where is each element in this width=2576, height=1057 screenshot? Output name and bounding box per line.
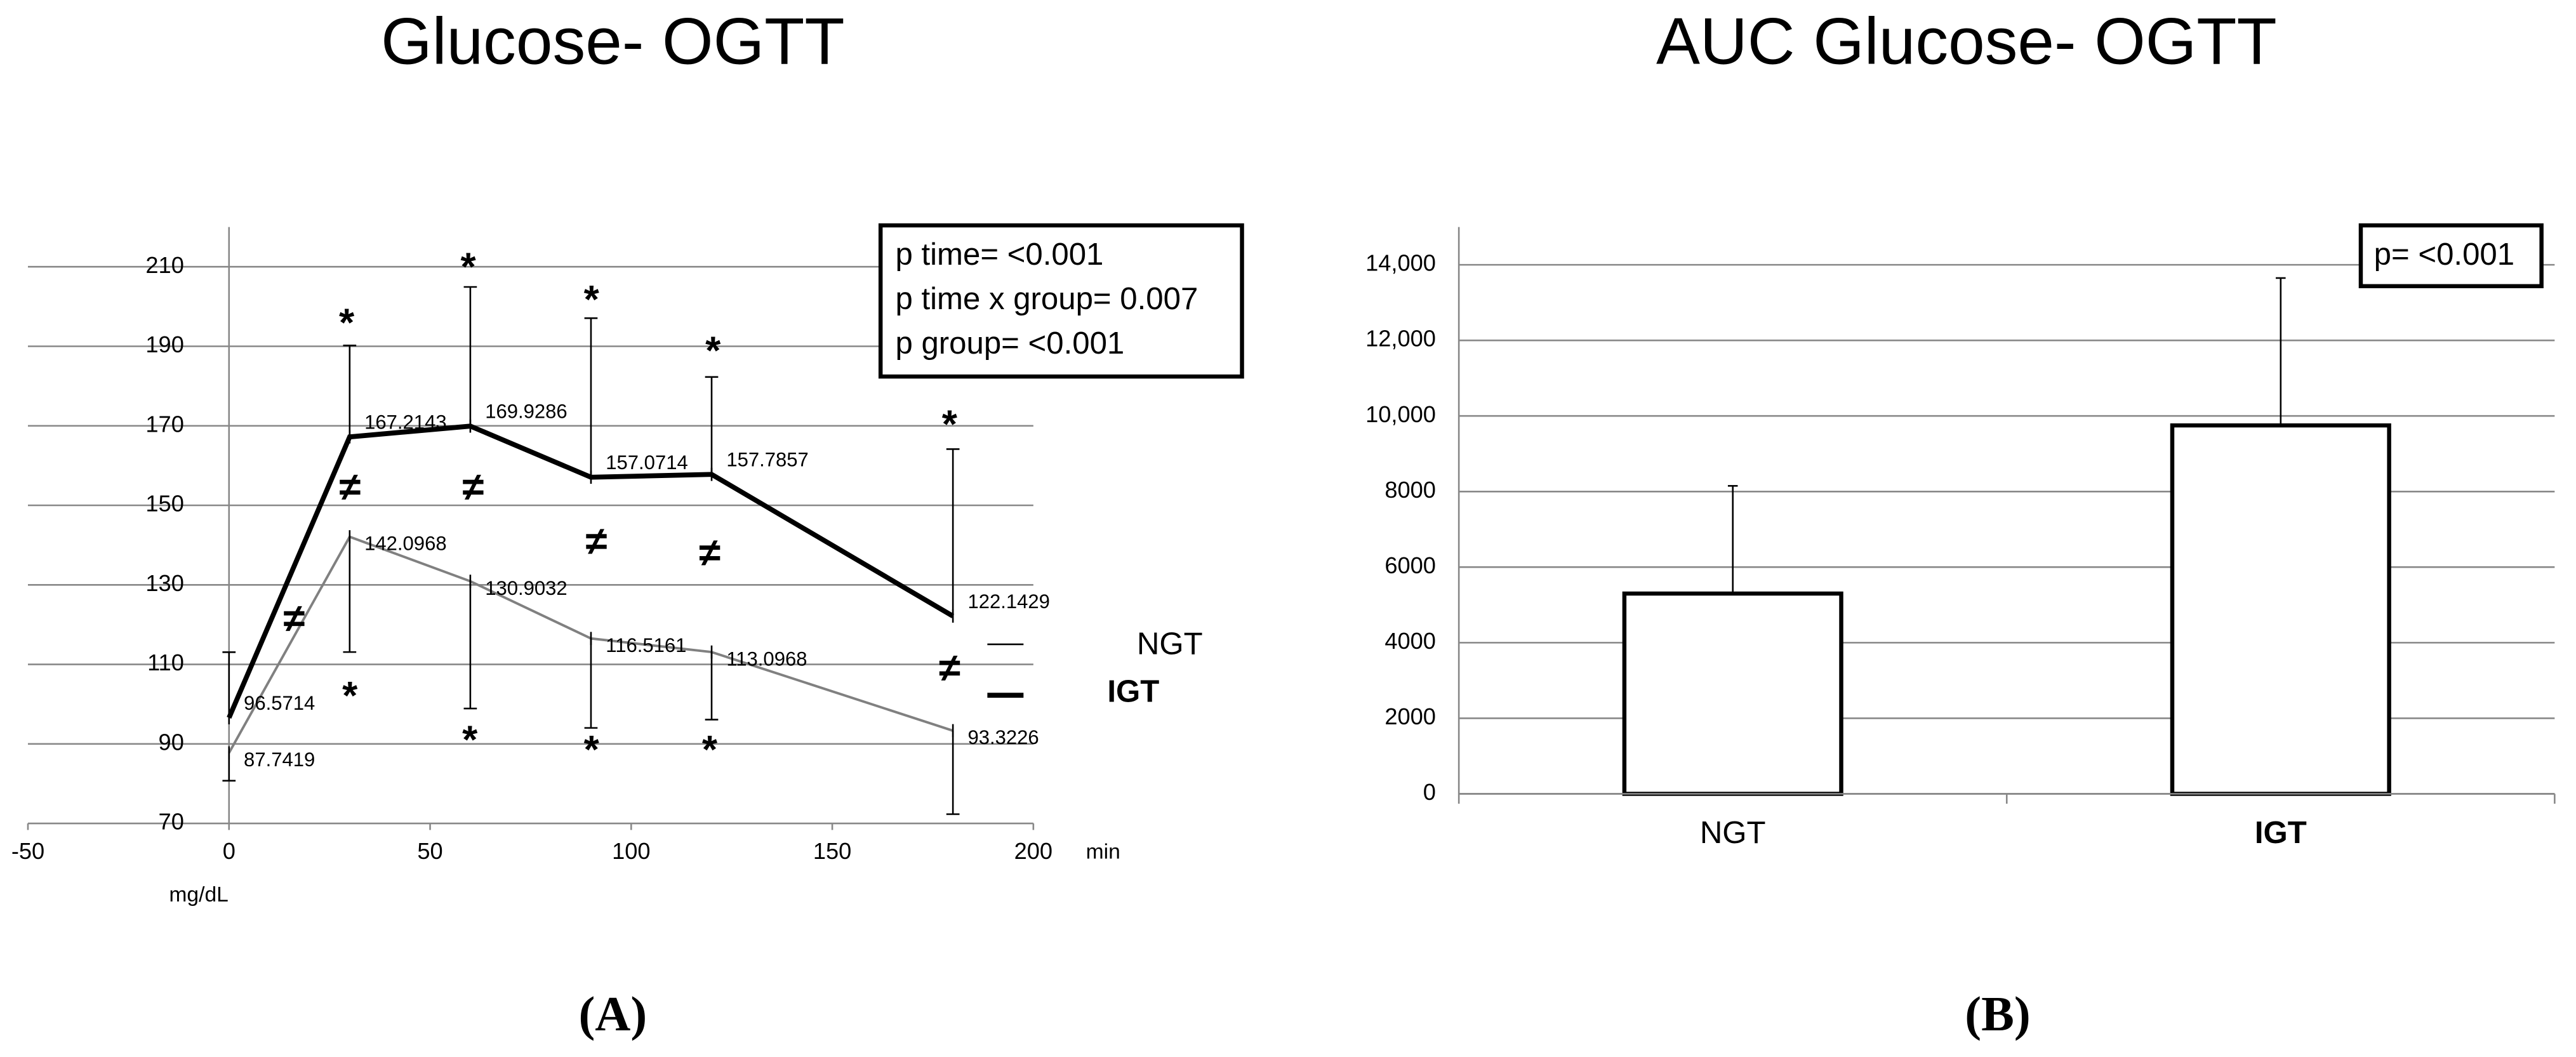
stats-box xyxy=(2358,223,2544,289)
legend-label: NGT xyxy=(1137,627,1203,661)
annotation: ≠ xyxy=(585,519,607,563)
series-line xyxy=(227,423,955,719)
chart-title: AUC Glucose- OGTT xyxy=(1656,4,2277,77)
y-tick-label: 130 xyxy=(145,570,183,596)
y-axis-label: mg/dL xyxy=(169,883,228,907)
stats-box xyxy=(878,223,1244,379)
annotation: * xyxy=(462,719,478,762)
x-axis-label: min xyxy=(1086,841,1120,864)
bar xyxy=(1622,591,1843,796)
y-tick-label: 14,000 xyxy=(1365,250,1436,276)
annotation: * xyxy=(584,728,600,772)
stats-text: p time= <0.001 xyxy=(895,237,1103,272)
data-label: 113.0968 xyxy=(726,648,807,670)
data-label: 157.7857 xyxy=(726,449,809,471)
annotation: ≠ xyxy=(339,465,361,509)
y-tick-label: 70 xyxy=(159,809,184,835)
annotation: * xyxy=(705,329,721,373)
data-label: 122.1429 xyxy=(967,590,1050,613)
y-tick-label: 210 xyxy=(145,252,183,278)
y-tick-label: 4000 xyxy=(1384,628,1436,654)
y-tick-label: 170 xyxy=(145,411,183,437)
annotation: * xyxy=(584,278,600,322)
x-tick-label: 100 xyxy=(612,838,650,864)
annotation: * xyxy=(460,245,476,289)
annotation: ≠ xyxy=(462,465,484,509)
data-label: 142.0968 xyxy=(364,533,447,555)
x-tick-label: -50 xyxy=(11,838,44,864)
data-label: 157.0714 xyxy=(606,451,688,474)
annotation: * xyxy=(342,674,358,718)
bar xyxy=(2170,423,2391,796)
data-label: 116.5161 xyxy=(606,634,686,656)
y-tick-label: 8000 xyxy=(1384,477,1436,503)
annotation: * xyxy=(339,301,355,345)
stats-text: p group= <0.001 xyxy=(895,326,1124,361)
annotation: ≠ xyxy=(283,597,305,641)
caption: (A) xyxy=(578,987,647,1041)
y-tick-label: 110 xyxy=(147,649,184,675)
chart-title: Glucose- OGTT xyxy=(381,4,844,77)
y-tick-label: 190 xyxy=(145,331,183,357)
y-tick-label: 6000 xyxy=(1384,552,1436,578)
data-label: 167.2143 xyxy=(364,411,447,434)
x-tick-label: NGT xyxy=(1700,815,1766,850)
annotation: ≠ xyxy=(939,646,960,690)
y-tick-label: 90 xyxy=(159,729,184,755)
legend-label: IGT xyxy=(1107,674,1159,709)
y-tick-label: 12,000 xyxy=(1365,326,1436,352)
x-tick-label: 0 xyxy=(223,838,236,864)
y-tick-label: 0 xyxy=(1423,779,1436,805)
data-label: 93.3226 xyxy=(967,726,1039,748)
annotation: * xyxy=(702,728,718,772)
stats-text: p= <0.001 xyxy=(2374,237,2514,272)
annotation: * xyxy=(942,403,958,447)
caption: (B) xyxy=(1965,987,2030,1041)
data-label: 130.9032 xyxy=(485,577,568,599)
x-tick-label: 150 xyxy=(813,838,851,864)
y-tick-label: 150 xyxy=(145,491,183,517)
stats-text: p time x group= 0.007 xyxy=(895,281,1198,316)
series-line xyxy=(228,535,953,754)
annotation: ≠ xyxy=(699,531,720,575)
data-label: 96.5714 xyxy=(244,692,315,714)
x-tick-label: 200 xyxy=(1014,838,1052,864)
y-tick-label: 2000 xyxy=(1384,703,1436,729)
x-tick-label: 50 xyxy=(417,838,442,864)
data-label: 169.9286 xyxy=(485,401,568,423)
y-tick-label: 10,000 xyxy=(1365,401,1436,427)
data-label: 87.7419 xyxy=(244,748,315,771)
x-tick-label: IGT xyxy=(2255,815,2307,850)
